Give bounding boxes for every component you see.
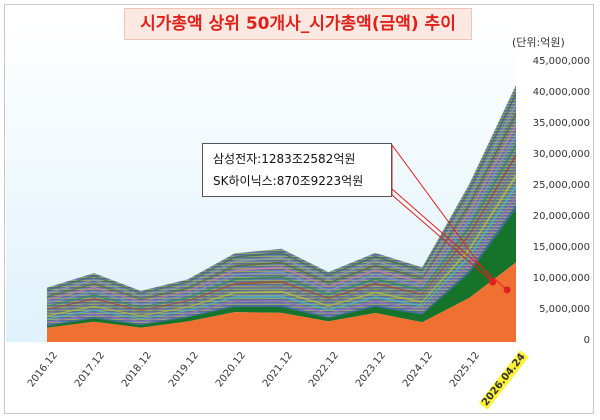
area-others	[47, 85, 516, 326]
area-band-11	[47, 102, 516, 297]
y-tick-label: 25,000,000	[532, 180, 590, 191]
y-tick-label: 15,000,000	[532, 242, 590, 253]
y-axis-unit: (단위:억원)	[512, 36, 565, 49]
annotation-line-samsung	[391, 143, 494, 283]
area-samsung	[47, 262, 516, 342]
annotation-callout: 삼성전자:1283조2582억원 SK하이닉스:870조9223억원	[202, 143, 392, 197]
y-tick-label: 20,000,000	[532, 211, 590, 222]
callout-samsung: 삼성전자:1283조2582억원	[213, 152, 356, 166]
marker-skhynix	[503, 286, 511, 294]
y-tick-label: 35,000,000	[532, 118, 590, 129]
y-tick-label: 5,000,000	[539, 304, 590, 315]
annotation-line-skhynix	[391, 188, 508, 291]
layer-bands	[47, 91, 516, 326]
y-tick-label: 10,000,000	[532, 273, 590, 284]
annotation-lines	[391, 143, 511, 294]
y-tick-label: 0	[583, 335, 590, 346]
callout-skhynix: SK하이닉스:870조9223억원	[213, 174, 364, 188]
area-layers	[47, 85, 516, 342]
area-band-10	[47, 112, 516, 300]
marker-samsung	[489, 278, 497, 286]
y-tick-label: 40,000,000	[532, 87, 590, 98]
y-tick-label: 30,000,000	[532, 149, 590, 160]
area-band-12	[47, 91, 516, 294]
chart-title: 시가총액 상위 50개사_시가총액(금액) 추이	[124, 8, 472, 40]
y-tick-label: 45,000,000	[532, 56, 590, 67]
